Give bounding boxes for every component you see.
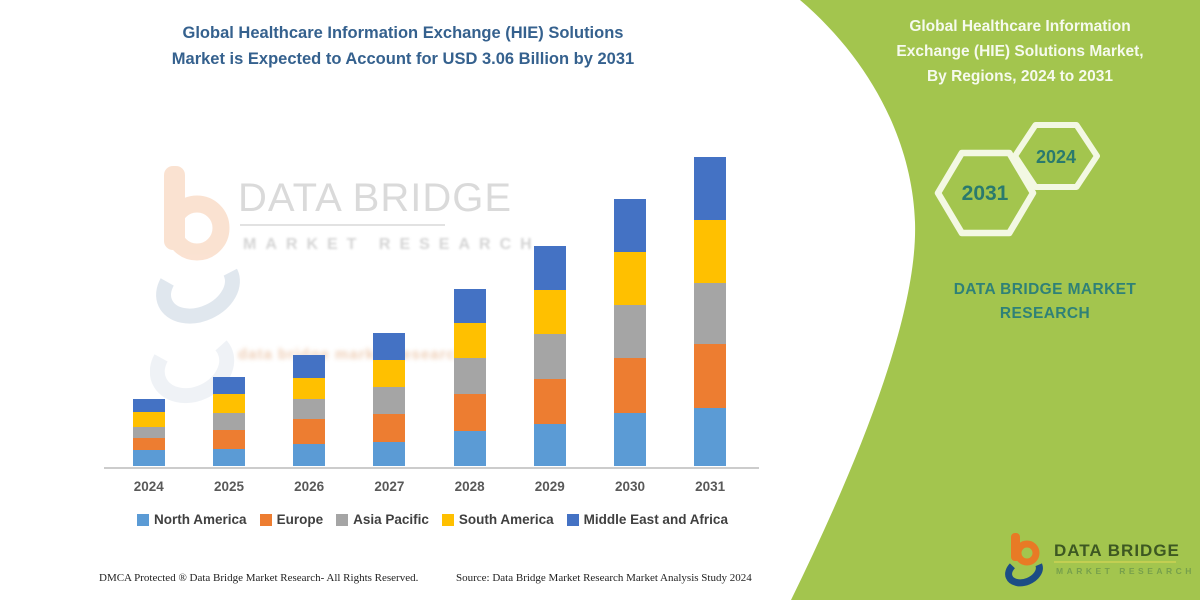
legend-item-south-america: South America xyxy=(441,512,554,527)
bar-segment-middle-east-and-africa-2029 xyxy=(533,246,566,290)
panel-brand-line1: DATA BRIDGE MARKET xyxy=(953,281,1137,298)
bar-segment-south-america-2030 xyxy=(614,252,646,305)
watermark-sub-text: MARKET RESEARCH xyxy=(243,236,541,253)
hexagon-2031-label: 2031 xyxy=(962,182,1009,205)
bar-segment-europe-2024 xyxy=(132,438,165,451)
x-axis-label-2024: 2024 xyxy=(133,479,164,494)
legend-swatch-south-america xyxy=(441,513,454,526)
bar-segment-north-america-2030 xyxy=(614,412,646,467)
watermark-brand-text: DATA BRIDGE xyxy=(238,176,513,220)
bar-segment-europe-2028 xyxy=(453,393,486,432)
hexagon-2031-icon xyxy=(934,149,1037,237)
bar-segment-asia-pacific-2031 xyxy=(694,282,727,345)
x-axis-label-2031: 2031 xyxy=(695,479,726,494)
chart-title-line2: Market is Expected to Account for USD 3.… xyxy=(171,50,635,68)
panel-heading: Global Healthcare Information Exchange (… xyxy=(845,14,1195,89)
bar-segment-south-america-2027 xyxy=(373,360,406,387)
x-axis-label-2030: 2030 xyxy=(614,479,646,494)
bar-segment-north-america-2026 xyxy=(293,444,326,467)
bar-segment-europe-2025 xyxy=(213,430,245,450)
bar-segment-middle-east-and-africa-2028 xyxy=(453,288,486,324)
logo-title: DATA BRIDGE xyxy=(1054,541,1180,560)
x-axis-label-2026: 2026 xyxy=(294,479,325,494)
legend-item-middle-east-and-africa: Middle East and Africa xyxy=(566,512,728,527)
bar-segment-north-america-2031 xyxy=(694,407,727,467)
logo-underline xyxy=(1054,561,1176,563)
legend-item-europe: Europe xyxy=(259,512,324,527)
bar-segment-middle-east-and-africa-2027 xyxy=(373,333,406,361)
x-axis-label-2025: 2025 xyxy=(213,479,245,494)
x-axis-label-2028: 2028 xyxy=(454,479,485,494)
bar-segment-north-america-2029 xyxy=(533,424,566,467)
bar-segment-south-america-2031 xyxy=(694,220,727,283)
bar-segment-europe-2031 xyxy=(694,344,727,408)
hexagon-2024-icon xyxy=(1012,122,1100,190)
bar-segment-south-america-2028 xyxy=(453,323,486,359)
logo-subtitle: MARKET RESEARCH xyxy=(1056,566,1195,576)
data-bridge-logo-icon xyxy=(1005,533,1043,587)
bar-segment-europe-2026 xyxy=(293,419,326,445)
green-panel-shape xyxy=(791,0,1200,600)
legend-item-asia-pacific: Asia Pacific xyxy=(336,512,429,527)
legend-label-middle-east-and-africa: Middle East and Africa xyxy=(583,512,728,527)
bar-segment-asia-pacific-2030 xyxy=(614,304,646,359)
chart-legend: North America Europe Asia Pacific South Ame… xyxy=(100,512,765,527)
bar-segment-south-america-2025 xyxy=(213,393,245,413)
bar-segment-europe-2030 xyxy=(614,358,646,413)
legend-label-europe: Europe xyxy=(276,512,324,527)
panel-heading-line3: By Regions, 2024 to 2031 xyxy=(926,68,1114,85)
legend-swatch-europe xyxy=(259,513,272,526)
bar-segment-south-america-2029 xyxy=(533,289,566,335)
bar-segment-europe-2027 xyxy=(373,413,406,443)
legend-swatch-north-america xyxy=(137,513,150,526)
x-axis-label-2027: 2027 xyxy=(374,479,405,494)
bar-segment-middle-east-and-africa-2030 xyxy=(614,198,646,253)
bar-segment-north-america-2027 xyxy=(373,442,406,467)
watermark-faint-text: data bridge market research xyxy=(238,346,466,363)
bar-segment-middle-east-and-africa-2026 xyxy=(293,355,326,378)
bar-segment-north-america-2025 xyxy=(213,449,245,467)
footer-source-text: Source: Data Bridge Market Research Mark… xyxy=(456,572,752,584)
bar-segment-north-america-2028 xyxy=(453,431,486,467)
legend-item-north-america: North America xyxy=(137,512,247,527)
legend-label-south-america: South America xyxy=(458,512,554,527)
watermark-underline xyxy=(240,224,445,226)
bar-segment-middle-east-and-africa-2025 xyxy=(213,376,245,394)
bar-segment-north-america-2024 xyxy=(132,450,165,467)
bar-segment-asia-pacific-2027 xyxy=(373,386,406,414)
hexagon-years-graphic: 2031 2024 xyxy=(934,122,1100,237)
bar-segment-asia-pacific-2026 xyxy=(293,398,326,420)
bar-segment-middle-east-and-africa-2024 xyxy=(132,398,165,412)
panel-brand-line2: RESEARCH xyxy=(999,305,1091,322)
legend-label-asia-pacific: Asia Pacific xyxy=(353,512,429,527)
bar-segment-south-america-2026 xyxy=(293,377,326,399)
watermark-logo-icon xyxy=(150,166,240,404)
x-axis-line xyxy=(104,467,759,469)
legend-swatch-asia-pacific xyxy=(336,513,349,526)
bar-segment-asia-pacific-2028 xyxy=(453,358,486,394)
panel-brand-text: DATA BRIDGE MARKET RESEARCH xyxy=(880,278,1200,326)
legend-label-north-america: North America xyxy=(154,512,247,527)
bar-segment-asia-pacific-2024 xyxy=(132,427,165,439)
legend-swatch-middle-east-and-africa xyxy=(566,513,579,526)
x-axis-label-2029: 2029 xyxy=(534,479,565,494)
chart-title-line1: Global Healthcare Information Exchange (… xyxy=(182,24,624,42)
bar-segment-asia-pacific-2025 xyxy=(213,412,245,431)
footer-dmca-text: DMCA Protected ® Data Bridge Market Rese… xyxy=(99,572,419,584)
panel-heading-line1: Global Healthcare Information xyxy=(909,18,1131,35)
bar-segment-europe-2029 xyxy=(533,378,566,425)
bar-segment-asia-pacific-2029 xyxy=(533,334,566,379)
panel-heading-line2: Exchange (HIE) Solutions Market, xyxy=(896,43,1144,60)
bar-segment-south-america-2024 xyxy=(132,411,165,428)
bar-segment-middle-east-and-africa-2031 xyxy=(694,157,727,221)
chart-title: Global Healthcare Information Exchange (… xyxy=(103,20,703,72)
hexagon-2024-label: 2024 xyxy=(1036,147,1076,167)
